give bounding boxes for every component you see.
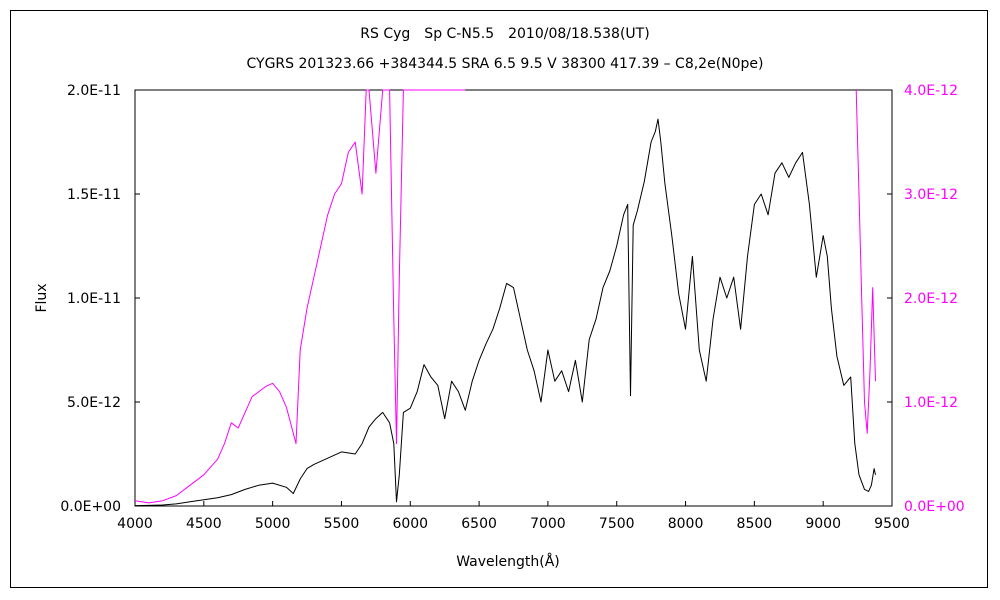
x-tick-label: 9000 (805, 516, 841, 532)
y-tick-label: 5.0E-12 (67, 395, 121, 411)
x-tick-label: 7500 (599, 516, 635, 532)
y2-tick-label: 1.0E-12 (904, 395, 958, 411)
y2-tick-label: 0.0E+00 (904, 499, 965, 515)
x-tick-label: 6500 (461, 516, 497, 532)
x-tick-label: 5000 (255, 516, 291, 532)
y2-tick-label: 4.0E-12 (904, 83, 958, 99)
x-tick-label: 4000 (117, 516, 153, 532)
y-axis-label: Flux (34, 283, 50, 312)
x-axis-label: Wavelength(Å) (456, 553, 560, 570)
y-tick-label: 2.0E-11 (67, 83, 121, 99)
y-tick-label: 0.0E+00 (60, 499, 121, 515)
x-tick-label: 8000 (668, 516, 704, 532)
x-tick-label: 5500 (324, 516, 360, 532)
series-line-flux-scaled (855, 89, 876, 434)
x-tick-label: 6000 (392, 516, 428, 532)
y2-tick-label: 2.0E-12 (904, 291, 958, 307)
x-tick-label: 9500 (874, 516, 910, 532)
chart-subtitle: CYGRS 201323.66 +384344.5 SRA 6.5 9.5 V … (247, 56, 764, 72)
series-line-flux-scaled (134, 89, 466, 504)
chart-title: RS Cyg Sp C-N5.5 2010/08/18.538(UT) (360, 26, 649, 42)
x-tick-label: 8500 (737, 516, 773, 532)
x-tick-label: 7000 (530, 516, 566, 532)
series-line-flux (134, 118, 876, 507)
y-tick-label: 1.0E-11 (67, 291, 121, 307)
y2-tick-label: 3.0E-12 (904, 187, 958, 203)
x-tick-label: 4500 (186, 516, 222, 532)
chart-frame (10, 10, 988, 588)
y-tick-label: 1.5E-11 (67, 187, 121, 203)
plot-area (134, 89, 893, 507)
